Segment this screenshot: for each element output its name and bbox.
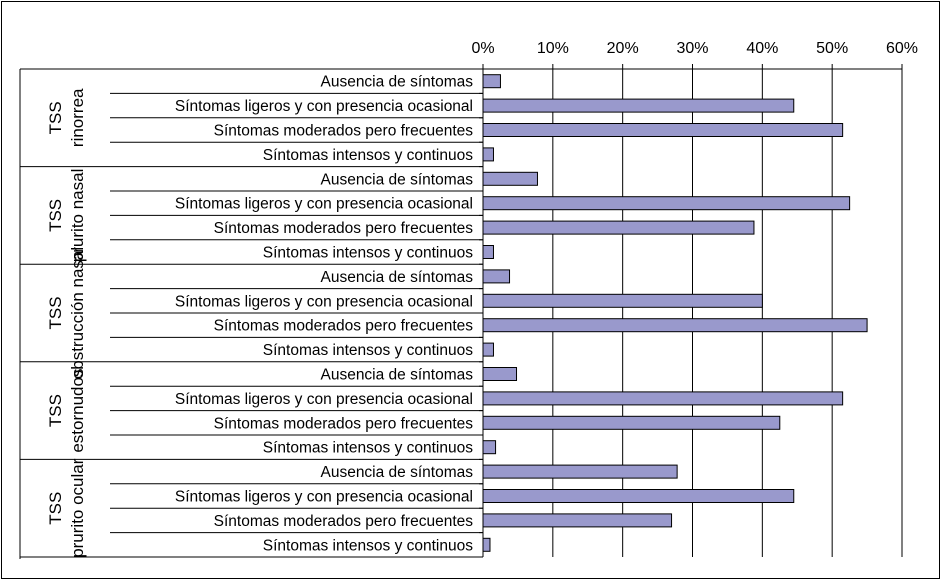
category-label: Ausencia de síntomas (320, 464, 473, 481)
category-label: Síntomas ligeros y con presencia ocasion… (175, 98, 473, 115)
category-label: Síntomas ligeros y con presencia ocasion… (175, 196, 473, 213)
category-label: Síntomas ligeros y con presencia ocasion… (175, 489, 473, 506)
group-label: TSS rinorrea (46, 88, 87, 147)
category-label: Síntomas moderados pero frecuentes (214, 415, 474, 432)
category-label: Ausencia de síntomas (320, 171, 473, 188)
x-tick-label: 60% (886, 40, 918, 57)
bar (482, 196, 851, 211)
group-label-line: TSS (46, 199, 65, 232)
category-label: Síntomas moderados pero frecuentes (214, 318, 474, 335)
group-label: TSS prurito ocular (46, 458, 87, 558)
group-label-line: prurito nasal (68, 169, 87, 263)
group-label-line: TSS (46, 394, 65, 427)
x-tick-label: 10% (537, 40, 569, 57)
bar (482, 415, 781, 430)
group-label: TSS obstrucción nasal (46, 247, 87, 379)
group-label-line: estornudos (68, 369, 87, 453)
group-label-line: TSS (46, 101, 65, 134)
bar (482, 318, 868, 333)
group-label-line: prurito ocular (68, 458, 87, 558)
bar (482, 489, 795, 503)
category-label: Síntomas intensos y continuos (263, 147, 473, 164)
category-label: Síntomas intensos y continuos (263, 440, 473, 457)
group-label-line: TSS (46, 492, 65, 525)
axes: 0% 10% 20% 30% 40% 50% 60% (19, 40, 918, 559)
bar (482, 367, 518, 381)
category-label: Síntomas intensos y continuos (263, 245, 473, 262)
category-label: Síntomas ligeros y con presencia ocasion… (175, 391, 473, 408)
bar (482, 147, 494, 162)
group-label: TSS estornudos (46, 369, 87, 453)
bar (482, 98, 795, 113)
bar (482, 537, 491, 552)
group-label-line: TSS (46, 296, 65, 329)
bar (482, 391, 844, 406)
bar (482, 245, 494, 259)
category-label: Ausencia de síntomas (320, 367, 473, 384)
x-tick-label: 0% (471, 40, 494, 57)
x-tick-label: 30% (676, 40, 708, 57)
category-label: Ausencia de síntomas (320, 269, 473, 286)
category-label: Síntomas intensos y continuos (263, 537, 473, 554)
bar (482, 171, 538, 186)
x-tick-label: 50% (816, 40, 848, 57)
x-tick-label: 20% (607, 40, 639, 57)
category-label: Síntomas moderados pero frecuentes (214, 513, 474, 530)
category-label: Síntomas ligeros y con presencia ocasion… (175, 293, 473, 310)
bar (482, 269, 511, 284)
group-label-line: rinorrea (68, 88, 87, 147)
bar (482, 123, 844, 137)
bar (482, 440, 497, 455)
bar (482, 220, 755, 235)
bar (482, 74, 501, 89)
group-label-line: obstrucción nasal (68, 247, 87, 379)
bar (482, 293, 763, 308)
category-label: Síntomas moderados pero frecuentes (214, 220, 474, 237)
category-label: Ausencia de síntomas (320, 74, 473, 91)
x-tick-label: 40% (746, 40, 778, 57)
group-label: TSS prurito nasal (46, 169, 87, 263)
bar (482, 464, 678, 479)
bar (482, 342, 494, 357)
category-label: Síntomas intensos y continuos (263, 342, 473, 359)
bar (482, 513, 673, 528)
category-label: Síntomas moderados pero frecuentes (214, 123, 474, 140)
